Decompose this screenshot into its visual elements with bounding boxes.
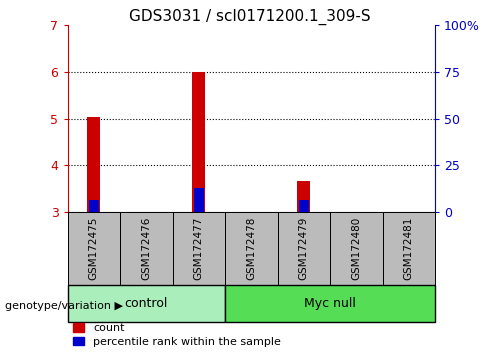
- Bar: [225, 212, 278, 285]
- Bar: [382, 212, 435, 285]
- Text: control: control: [124, 297, 168, 310]
- Text: GDS3031 / scl0171200.1_309-S: GDS3031 / scl0171200.1_309-S: [129, 9, 371, 25]
- Bar: [87, 117, 101, 212]
- Text: GSM172479: GSM172479: [299, 217, 309, 280]
- Text: genotype/variation ▶: genotype/variation ▶: [5, 301, 123, 311]
- Bar: [120, 212, 172, 285]
- Legend: count, percentile rank within the sample: count, percentile rank within the sample: [73, 323, 281, 347]
- Bar: [68, 285, 225, 322]
- Text: GSM172478: GSM172478: [246, 217, 256, 280]
- Text: GSM172476: GSM172476: [142, 217, 151, 280]
- Bar: [88, 200, 99, 212]
- Bar: [298, 200, 309, 212]
- Bar: [172, 212, 225, 285]
- Bar: [192, 72, 205, 212]
- Bar: [330, 212, 382, 285]
- Text: GSM172475: GSM172475: [89, 217, 99, 280]
- Bar: [297, 181, 310, 212]
- Text: GSM172481: GSM172481: [404, 217, 414, 280]
- Text: Myc null: Myc null: [304, 297, 356, 310]
- Bar: [194, 188, 204, 212]
- Text: GSM172477: GSM172477: [194, 217, 204, 280]
- Bar: [278, 212, 330, 285]
- Bar: [68, 212, 120, 285]
- Bar: [225, 285, 435, 322]
- Text: GSM172480: GSM172480: [351, 217, 361, 280]
